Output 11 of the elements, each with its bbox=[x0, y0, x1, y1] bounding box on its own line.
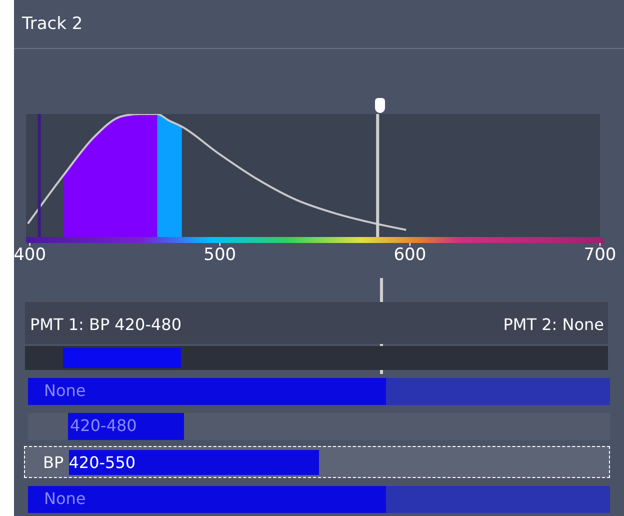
chart-title: Track 2 bbox=[22, 14, 83, 34]
text: BP 420-550 bbox=[43, 453, 136, 472]
x-tick-label: 600 bbox=[394, 245, 426, 266]
text: None bbox=[44, 489, 86, 508]
x-tick-label: 500 bbox=[204, 245, 236, 266]
text: PMT 2: None bbox=[503, 315, 604, 334]
text: PMT 1: BP 420-480 bbox=[30, 315, 182, 334]
text: 420-480 bbox=[70, 416, 137, 435]
text: None bbox=[44, 381, 86, 400]
x-tick-label: 700 bbox=[584, 245, 616, 266]
x-tick-label: 400 bbox=[14, 245, 46, 266]
